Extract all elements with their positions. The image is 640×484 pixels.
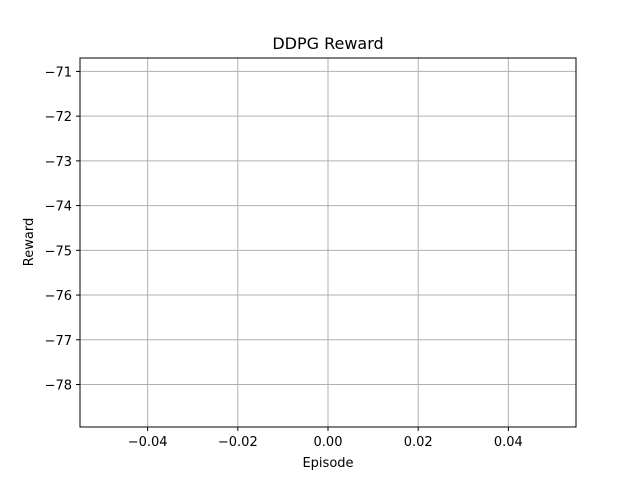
y-tick-label: −78: [45, 379, 72, 394]
y-tick-label: −72: [45, 110, 72, 125]
x-tick-label: 0.04: [494, 435, 523, 450]
x-tick-label: −0.02: [218, 435, 258, 450]
y-axis-ticks: −71 −72 −73 −74 −75 −76 −77 −78: [45, 65, 80, 394]
y-tick-label: −73: [45, 155, 72, 170]
x-tick-label: 0.02: [404, 435, 433, 450]
y-tick-label: −75: [45, 244, 72, 259]
x-axis-label: Episode: [302, 456, 353, 471]
x-tick-label: 0.00: [314, 435, 343, 450]
y-tick-label: −74: [45, 200, 72, 215]
y-tick-label: −71: [45, 65, 72, 80]
grid-lines: [80, 58, 576, 427]
y-tick-label: −77: [45, 334, 72, 349]
x-axis-ticks: −0.04 −0.02 0.00 0.02 0.04: [128, 427, 523, 450]
x-tick-label: −0.04: [128, 435, 168, 450]
y-axis-label: Reward: [22, 218, 37, 266]
chart-title: DDPG Reward: [272, 34, 383, 53]
y-tick-label: −76: [45, 289, 72, 304]
